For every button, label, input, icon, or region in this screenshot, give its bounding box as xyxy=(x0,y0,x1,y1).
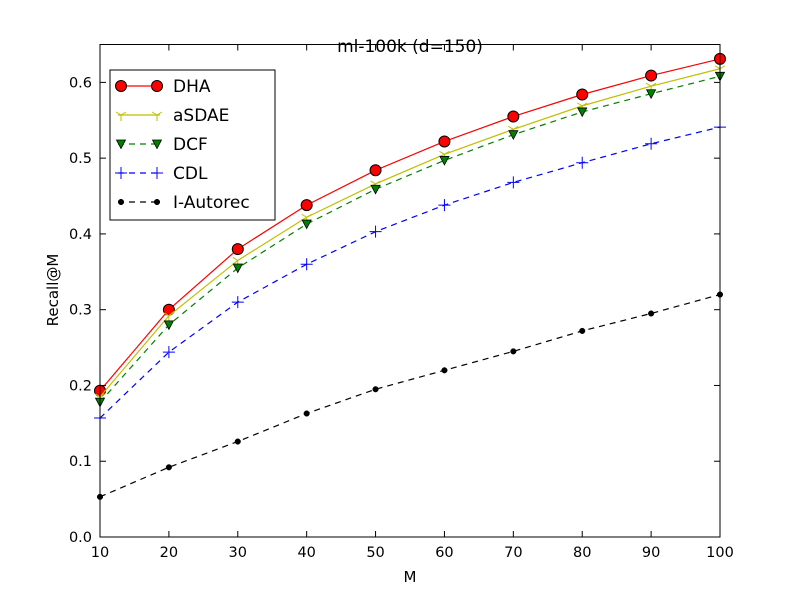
data-point-i-autorec xyxy=(303,410,310,417)
y-tick-label: 0.2 xyxy=(69,378,92,394)
data-point-cdl xyxy=(507,176,520,189)
legend-label: I-Autorec xyxy=(173,193,250,213)
legend-entry-dcf: DCF xyxy=(115,135,208,155)
data-point-cdl xyxy=(438,199,451,212)
legend: DHA aSDAE DCF CDL I-Autorec xyxy=(109,69,276,221)
ticks-layer: 10 20 30 40 50 60 70 80 90 100 0.0 0.1 0.2 0.3 0.4 0.5 0… xyxy=(69,44,734,561)
x-tick-label: 70 xyxy=(504,545,522,561)
data-point-cdl xyxy=(162,346,175,359)
series-line-dcf xyxy=(99,75,721,403)
data-point-cdl xyxy=(300,258,313,271)
plot-frame xyxy=(99,44,721,538)
legend-marker xyxy=(151,139,163,150)
legend-marker xyxy=(115,111,127,121)
legend-entry-asdae: aSDAE xyxy=(115,106,229,126)
x-tick-label: 100 xyxy=(706,545,734,561)
legend-marker xyxy=(115,139,127,150)
legend-label: aSDAE xyxy=(173,106,229,126)
x-tick-label: 80 xyxy=(573,545,591,561)
data-point-dha xyxy=(300,199,313,212)
data-point-dcf xyxy=(301,219,312,230)
chart-title: ml-100k (d=150) xyxy=(337,37,483,57)
y-tick-label: 0.6 xyxy=(69,75,92,91)
legend-marker xyxy=(151,80,163,92)
y-axis-label: Recall@M xyxy=(44,254,62,327)
legend-marker xyxy=(117,198,125,206)
series-i-autorec xyxy=(96,291,724,500)
legend-label: DHA xyxy=(173,77,211,97)
data-point-dha xyxy=(369,164,382,177)
data-point-dcf xyxy=(232,263,243,274)
legend-marker xyxy=(115,80,127,92)
data-point-i-autorec xyxy=(579,327,586,334)
legend-marker xyxy=(151,111,163,121)
legend-entries: DHA aSDAE DCF CDL I-Autorec xyxy=(115,77,250,213)
x-tick-label: 20 xyxy=(160,545,178,561)
data-point-dcf xyxy=(439,156,450,166)
y-tick-label: 0.1 xyxy=(69,454,92,470)
legend-marker xyxy=(115,167,127,179)
data-point-cdl xyxy=(645,137,658,150)
y-tick-label: 0.5 xyxy=(69,151,92,167)
x-tick-label: 50 xyxy=(366,545,384,561)
legend-marker xyxy=(153,198,161,206)
data-point-i-autorec xyxy=(441,367,448,374)
data-point-dha xyxy=(231,243,244,256)
legend-box xyxy=(109,69,276,221)
data-point-dcf xyxy=(370,184,381,195)
data-point-i-autorec xyxy=(234,438,241,445)
y-tick-label: 0.4 xyxy=(69,227,92,243)
series-line-cdl xyxy=(99,126,721,419)
data-point-dha xyxy=(576,88,589,101)
data-point-cdl xyxy=(369,225,382,238)
x-tick-label: 60 xyxy=(435,545,453,561)
data-point-dcf xyxy=(645,89,657,100)
data-point-dha xyxy=(438,135,451,148)
legend-entry-i-autorec: I-Autorec xyxy=(117,193,250,213)
series-layer xyxy=(94,52,726,500)
y-tick-label: 0.0 xyxy=(69,530,92,546)
data-point-i-autorec xyxy=(372,386,379,393)
legend-marker xyxy=(151,167,163,179)
data-point-i-autorec xyxy=(510,348,517,355)
data-point-dcf xyxy=(163,320,175,331)
x-tick-label: 40 xyxy=(297,545,315,561)
legend-label: CDL xyxy=(173,164,208,184)
series-line-dha xyxy=(99,58,721,392)
legend-entry-cdl: CDL xyxy=(115,164,208,184)
series-line-asdae xyxy=(99,68,721,398)
data-point-cdl xyxy=(231,296,244,309)
x-axis-label: M xyxy=(404,568,417,586)
x-tick-label: 10 xyxy=(91,545,109,561)
x-tick-label: 90 xyxy=(642,545,660,561)
series-line-i-autorec xyxy=(99,293,721,498)
y-tick-label: 0.3 xyxy=(69,303,92,319)
series-dha xyxy=(94,52,726,397)
data-point-dha xyxy=(507,110,520,123)
data-point-dcf xyxy=(577,107,588,118)
data-point-i-autorec xyxy=(165,464,172,471)
data-point-dcf xyxy=(508,130,519,141)
legend-label: DCF xyxy=(173,135,208,155)
data-point-cdl xyxy=(576,156,589,169)
legend-entry-dha: DHA xyxy=(115,77,211,97)
data-point-i-autorec xyxy=(648,310,655,317)
x-tick-label: 30 xyxy=(229,545,247,561)
data-point-dha xyxy=(645,69,658,82)
